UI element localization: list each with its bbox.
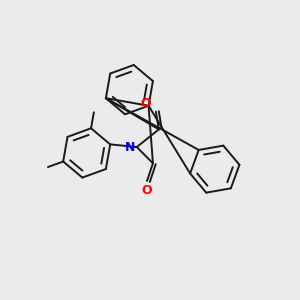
Text: N: N [125, 141, 135, 154]
Text: O: O [141, 97, 152, 110]
Text: O: O [142, 184, 152, 197]
